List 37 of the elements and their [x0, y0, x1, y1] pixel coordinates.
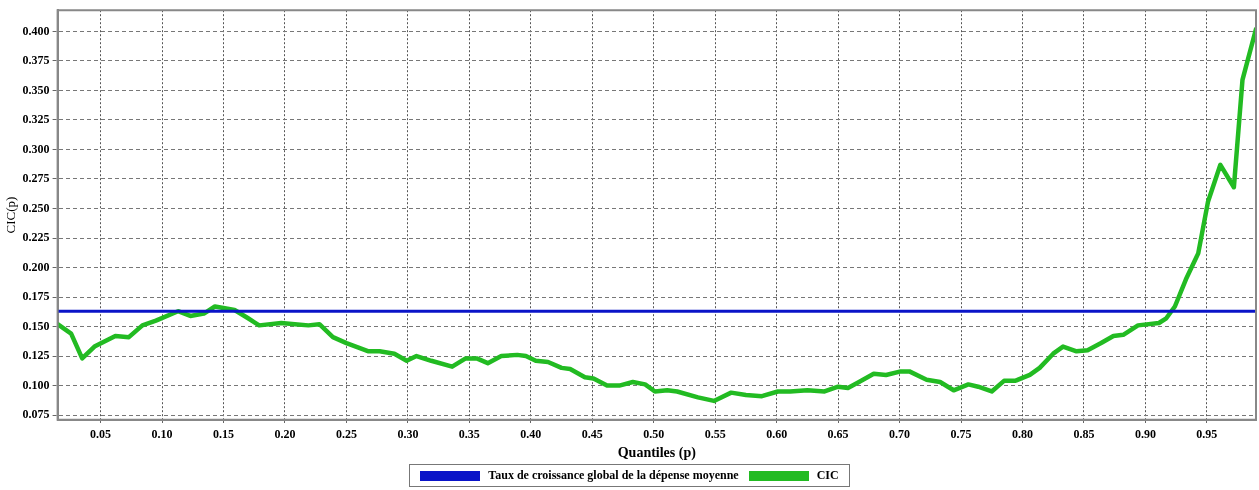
y-tick-label: 0.250 — [22, 200, 50, 215]
x-tick-label: 0.30 — [397, 427, 419, 442]
x-tick-label: 0.90 — [1134, 427, 1156, 442]
y-tick-label: 0.375 — [22, 53, 50, 68]
x-tick-label: 0.65 — [827, 427, 849, 442]
x-tick-label: 0.15 — [213, 427, 235, 442]
y-tick-label: 0.300 — [22, 141, 50, 156]
x-tick-label: 0.40 — [520, 427, 542, 442]
y-tick-label: 0.100 — [22, 377, 50, 392]
y-tick-label: 0.400 — [22, 23, 50, 38]
x-tick-label: 0.05 — [90, 427, 112, 442]
y-tick-label: 0.200 — [22, 259, 50, 274]
x-tick-label: 0.45 — [581, 427, 603, 442]
x-tick-label: 0.55 — [704, 427, 726, 442]
y-tick-label: 0.150 — [22, 318, 50, 333]
y-tick-label: 0.325 — [22, 112, 50, 127]
y-tick-label: 0.225 — [22, 230, 50, 245]
x-tick-label: 0.60 — [766, 427, 788, 442]
x-tick-label: 0.85 — [1073, 427, 1095, 442]
x-tick-label: 0.95 — [1196, 427, 1218, 442]
y-tick-label: 0.075 — [22, 407, 50, 422]
x-tick-label: 0.10 — [151, 427, 173, 442]
x-tick-label: 0.80 — [1011, 427, 1033, 442]
x-tick-label: 0.20 — [274, 427, 296, 442]
x-tick-label: 0.75 — [950, 427, 972, 442]
x-tick-label: 0.70 — [889, 427, 911, 442]
x-tick-label: 0.25 — [335, 427, 357, 442]
legend-label: CIC — [816, 468, 839, 483]
y-tick-label: 0.175 — [22, 289, 50, 304]
y-tick-label: 0.125 — [22, 348, 50, 363]
y-tick-label: 0.275 — [22, 171, 50, 186]
x-tick-label: 0.50 — [643, 427, 665, 442]
x-tick-label: 0.35 — [458, 427, 480, 442]
y-axis-title: CIC(p) — [3, 196, 19, 234]
y-tick-label: 0.350 — [22, 82, 50, 97]
x-axis-title: Quantiles (p) — [617, 445, 697, 462]
legend-label: Taux de croissance global de la dépense moyenne — [488, 468, 739, 483]
